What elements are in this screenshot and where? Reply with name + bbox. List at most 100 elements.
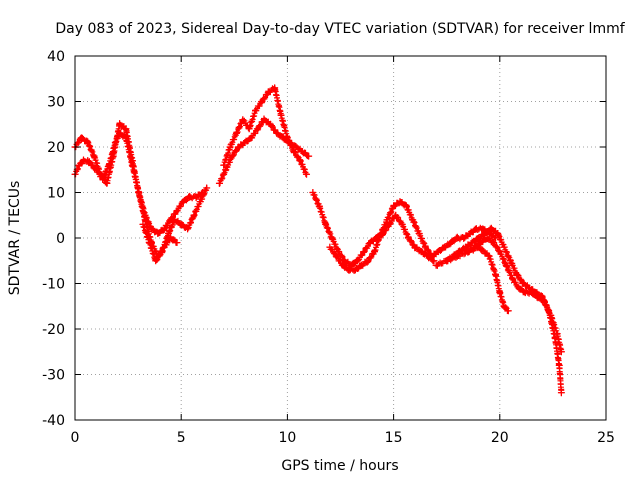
- data-point: [353, 257, 361, 265]
- data-point: [555, 361, 563, 369]
- data-point: [158, 248, 166, 256]
- data-point: [500, 243, 508, 251]
- data-point: [173, 207, 181, 215]
- data-point: [322, 220, 330, 228]
- y-axis-label: SDTVAR / TECUs: [7, 181, 23, 296]
- data-point: [309, 189, 317, 196]
- data-point: [411, 243, 419, 251]
- y-tick-label: 10: [47, 186, 65, 202]
- data-point: [534, 293, 542, 301]
- data-point: [379, 229, 387, 237]
- data-point: [266, 120, 274, 128]
- data-point: [203, 184, 211, 192]
- data-point: [453, 252, 461, 260]
- y-tick-label: -20: [42, 322, 65, 338]
- data-point: [303, 170, 311, 178]
- data-point: [506, 257, 514, 265]
- data-series-track-d: [215, 115, 313, 187]
- data-point: [298, 148, 306, 156]
- data-series-track-e: [220, 84, 311, 178]
- data-point: [398, 220, 406, 228]
- data-point: [232, 129, 240, 137]
- data-point: [351, 266, 359, 274]
- data-point: [504, 307, 512, 315]
- data-point: [84, 157, 92, 165]
- data-point: [145, 239, 153, 247]
- series-group: [71, 84, 565, 397]
- data-point: [96, 170, 104, 178]
- data-point: [290, 148, 298, 156]
- data-point: [315, 202, 323, 210]
- data-point: [487, 225, 495, 233]
- data-point: [271, 84, 279, 92]
- data-point: [328, 234, 336, 242]
- data-point: [109, 152, 117, 160]
- data-point: [88, 161, 96, 169]
- data-point: [547, 311, 555, 319]
- data-point: [500, 302, 508, 310]
- data-point: [90, 152, 98, 160]
- data-point: [347, 261, 355, 269]
- chart-title: Day 083 of 2023, Sidereal Day-to-day VTE…: [55, 21, 625, 37]
- data-point: [241, 138, 249, 146]
- data-point: [453, 234, 461, 242]
- y-tick-label: 20: [47, 140, 65, 156]
- data-series-track-f: [326, 198, 500, 274]
- data-point: [283, 134, 291, 142]
- data-point: [553, 330, 561, 338]
- data-point: [339, 261, 347, 269]
- data-point: [173, 239, 181, 247]
- data-point: [220, 161, 228, 169]
- data-point: [415, 229, 423, 237]
- data-point: [160, 225, 168, 233]
- data-point: [392, 211, 400, 219]
- y-tick-label: -10: [42, 277, 65, 293]
- data-point: [103, 179, 111, 187]
- data-point: [494, 229, 502, 237]
- data-point: [526, 284, 534, 292]
- data-point: [360, 248, 368, 256]
- data-point: [472, 225, 480, 233]
- data-point: [485, 252, 493, 260]
- data-point: [152, 257, 160, 265]
- y-tick-label: -40: [42, 413, 65, 429]
- data-point: [139, 220, 147, 228]
- x-axis-label: GPS time / hours: [281, 458, 398, 474]
- data-point: [258, 98, 266, 105]
- data-point: [135, 189, 143, 196]
- y-tick-label: 40: [47, 49, 65, 65]
- series-markers: [216, 115, 312, 187]
- data-point: [75, 161, 83, 169]
- data-point: [475, 243, 483, 251]
- data-series-track-g: [309, 189, 438, 270]
- data-point: [366, 239, 374, 247]
- data-series-track-i: [464, 234, 565, 356]
- y-tick-label: 30: [47, 95, 65, 111]
- data-point: [430, 257, 438, 265]
- data-point: [179, 198, 187, 206]
- data-point: [443, 257, 451, 265]
- data-point: [192, 193, 200, 201]
- data-point: [385, 220, 393, 228]
- data-point: [460, 234, 468, 242]
- data-point: [483, 234, 491, 242]
- data-point: [441, 243, 449, 251]
- data-point: [235, 143, 243, 151]
- data-point: [260, 116, 268, 124]
- data-series-track-c: [139, 184, 211, 265]
- data-point: [404, 234, 412, 242]
- data-point: [264, 88, 272, 96]
- data-point: [252, 107, 260, 115]
- data-point: [462, 243, 470, 251]
- data-point: [254, 125, 262, 133]
- data-point: [390, 202, 398, 210]
- data-point: [513, 270, 521, 278]
- data-point: [557, 348, 565, 356]
- data-point: [496, 289, 504, 297]
- data-point: [77, 134, 85, 142]
- data-point: [396, 198, 404, 206]
- data-point: [464, 248, 472, 256]
- data-point: [557, 389, 565, 397]
- data-point: [496, 248, 504, 256]
